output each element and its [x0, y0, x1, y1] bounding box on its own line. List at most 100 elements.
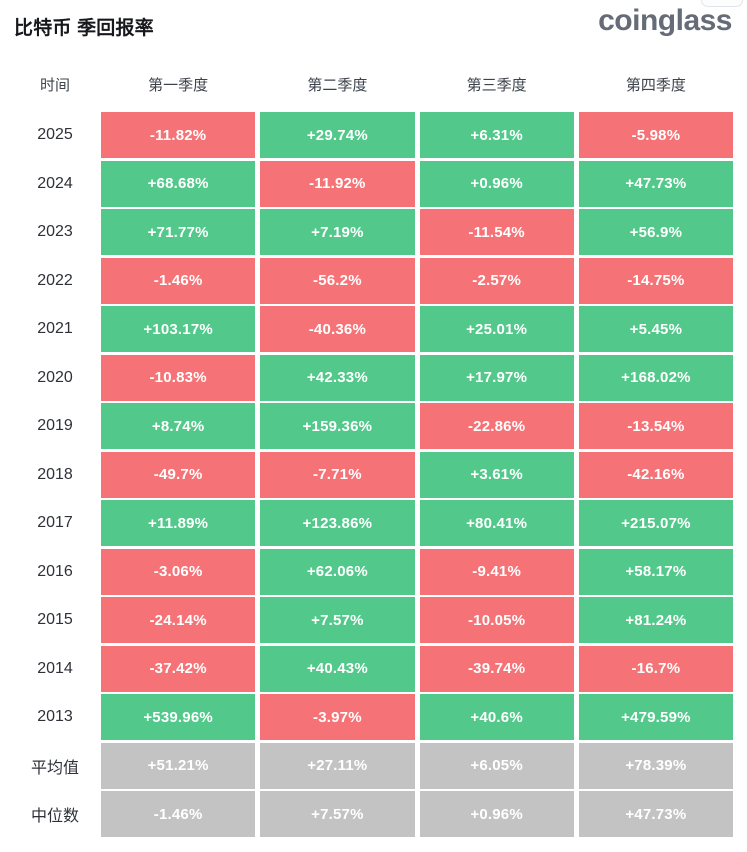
table-row: 2020 -10.83% +42.33% +17.97% +168.02% [14, 354, 733, 401]
table-row: 2017 +11.89% +123.86% +80.41% +215.07% [14, 500, 733, 546]
page-title: 比特币 季回报率 [14, 18, 154, 39]
return-cell: +68.68% [101, 160, 256, 207]
return-cell: -5.98% [578, 112, 733, 158]
row-label-year: 2013 [37, 708, 73, 725]
row-label-year: 2019 [37, 417, 73, 434]
return-cell: +42.33% [260, 354, 415, 401]
return-cell: +8.74% [101, 403, 256, 449]
header: 比特币 季回报率 coinglass [0, 0, 747, 56]
table-row: 2016 -3.06% +62.06% -9.41% +58.17% [14, 548, 733, 595]
table-row: 2019 +8.74% +159.36% -22.86% -13.54% [14, 403, 733, 449]
return-cell: +40.6% [419, 694, 574, 740]
return-cell: +71.77% [101, 209, 256, 255]
return-cell: -1.46% [101, 257, 256, 304]
return-cell: +6.31% [419, 112, 574, 158]
row-label-year: 2020 [37, 368, 73, 386]
return-cell: -16.7% [578, 645, 733, 692]
table-row: 2025 -11.82% +29.74% +6.31% -5.98% [14, 112, 733, 158]
return-cell: -1.46% [101, 791, 256, 837]
row-label-year: 2024 [37, 174, 73, 192]
return-cell: +6.05% [419, 742, 574, 789]
return-cell: +3.61% [419, 451, 574, 498]
return-cell: +168.02% [578, 354, 733, 401]
return-cell: +0.96% [419, 160, 574, 207]
return-cell: +123.86% [260, 500, 415, 546]
column-header: 时间 [39, 76, 70, 94]
table-row: 平均值 +51.21% +27.11% +6.05% +78.39% [14, 742, 733, 789]
table-row: 2015 -24.14% +7.57% -10.05% +81.24% [14, 597, 733, 643]
return-cell: +29.74% [260, 112, 415, 158]
column-header: 第三季度 [466, 76, 527, 94]
return-cell: +7.19% [260, 209, 415, 255]
return-cell: +103.17% [101, 306, 256, 352]
table-row: 2014 -37.42% +40.43% -39.74% -16.7% [14, 645, 733, 692]
return-cell: -11.82% [101, 112, 256, 158]
return-cell: +215.07% [578, 500, 733, 546]
return-cell: -3.06% [101, 548, 256, 595]
table-row: 2018 -49.7% -7.71% +3.61% -42.16% [14, 451, 733, 498]
return-cell: -7.71% [260, 451, 415, 498]
return-cell: -9.41% [419, 548, 574, 595]
row-label-year: 2017 [37, 514, 73, 531]
coinglass-logo[interactable]: coinglass [598, 4, 732, 37]
return-cell: -14.75% [578, 257, 733, 304]
return-cell: +479.59% [578, 694, 733, 740]
row-label-summary: 中位数 [30, 808, 79, 825]
return-cell: -13.54% [578, 403, 733, 449]
table-row: 2023 +71.77% +7.19% -11.54% +56.9% [14, 209, 733, 255]
return-cell: +7.57% [260, 597, 415, 643]
return-cell: +159.36% [260, 403, 415, 449]
return-cell: -56.2% [260, 257, 415, 304]
return-cell: -37.42% [101, 645, 256, 692]
table-header-row: 时间 第一季度 第二季度 第三季度 第四季度 [14, 56, 733, 112]
return-cell: +0.96% [419, 791, 574, 837]
return-cell: -49.7% [101, 451, 256, 498]
return-cell: -22.86% [419, 403, 574, 449]
table-row: 2013 +539.96% -3.97% +40.6% +479.59% [14, 694, 733, 740]
row-label-year: 2021 [37, 320, 73, 337]
column-header: 第一季度 [148, 76, 209, 94]
table-row: 中位数 -1.46% +7.57% +0.96% +47.73% [14, 791, 733, 837]
row-label-year: 2016 [37, 562, 73, 580]
return-cell: +27.11% [260, 742, 415, 789]
return-cell: +51.21% [101, 742, 256, 789]
return-cell: -2.57% [419, 257, 574, 304]
return-cell: +62.06% [260, 548, 415, 595]
row-label-summary: 平均值 [30, 759, 79, 777]
row-label-year: 2023 [37, 223, 73, 240]
row-label-year: 2014 [37, 659, 73, 677]
return-cell: -40.36% [260, 306, 415, 352]
table-row: 2022 -1.46% -56.2% -2.57% -14.75% [14, 257, 733, 304]
table-row: 2021 +103.17% -40.36% +25.01% +5.45% [14, 306, 733, 352]
return-cell: -42.16% [578, 451, 733, 498]
return-cell: -3.97% [260, 694, 415, 740]
row-label-year: 2018 [37, 465, 73, 483]
return-cell: +58.17% [578, 548, 733, 595]
return-cell: -10.05% [419, 597, 574, 643]
return-cell: +81.24% [578, 597, 733, 643]
row-label-year: 2025 [37, 126, 73, 143]
return-cell: +47.73% [578, 791, 733, 837]
return-cell: +47.73% [578, 160, 733, 207]
quarterly-returns-table: 时间 第一季度 第二季度 第三季度 第四季度 2025 -11.82% +29.74% +6.… [0, 56, 747, 837]
return-cell: +25.01% [419, 306, 574, 352]
return-cell: +7.57% [260, 791, 415, 837]
return-cell: +5.45% [578, 306, 733, 352]
return-cell: +40.43% [260, 645, 415, 692]
return-cell: -11.92% [260, 160, 415, 207]
return-cell: +80.41% [419, 500, 574, 546]
row-label-year: 2015 [37, 611, 73, 628]
column-header: 第四季度 [625, 76, 686, 94]
column-header: 第二季度 [307, 76, 368, 94]
partial-topright-button[interactable] [701, 0, 743, 7]
row-label-year: 2022 [37, 271, 73, 289]
return-cell: +56.9% [578, 209, 733, 255]
return-cell: -11.54% [419, 209, 574, 255]
return-cell: +78.39% [578, 742, 733, 789]
table-body: 2025 -11.82% +29.74% +6.31% -5.98% 2024 +68.68… [14, 112, 733, 837]
return-cell: -24.14% [101, 597, 256, 643]
return-cell: +11.89% [101, 500, 256, 546]
return-cell: +17.97% [419, 354, 574, 401]
return-cell: +539.96% [101, 694, 256, 740]
